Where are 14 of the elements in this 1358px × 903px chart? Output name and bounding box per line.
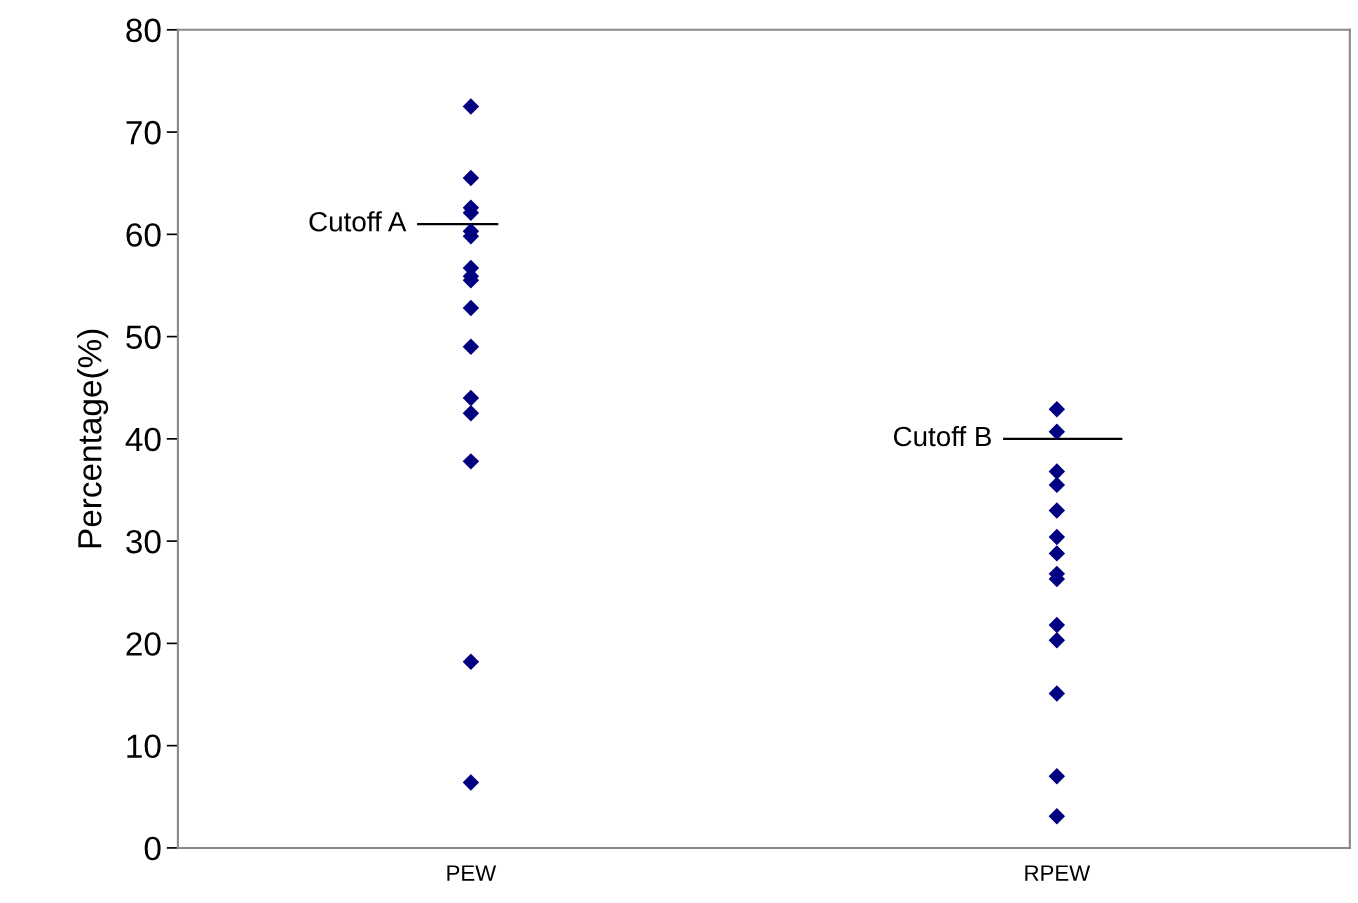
x-tick-label: RPEW (1025, 865, 1091, 881)
y-tick-label: 40 (125, 427, 161, 452)
y-tick-label: 80 (126, 18, 161, 43)
y-tick-label: 70 (126, 120, 161, 145)
x-tick-label: PEW (447, 865, 497, 881)
y-tick-label: 20 (126, 632, 161, 656)
ref-line-label: Cutoff A (309, 211, 407, 232)
y-tick-label: 60 (126, 223, 161, 247)
y-tick-label: 30 (126, 529, 161, 554)
y-tick-label: 50 (126, 325, 161, 349)
ref-line-label: Cutoff B (893, 425, 991, 447)
y-axis-title: Percentage(%) (77, 329, 109, 548)
y-tick-label: 0 (144, 836, 161, 861)
y-tick-label: 10 (127, 734, 161, 759)
